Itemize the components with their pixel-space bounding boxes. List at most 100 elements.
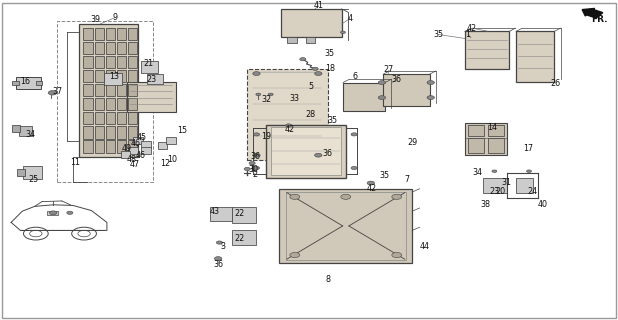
Text: 29: 29 <box>408 138 418 147</box>
Bar <box>158 142 167 149</box>
Bar <box>95 28 104 40</box>
Circle shape <box>244 167 250 171</box>
Text: 14: 14 <box>487 123 497 132</box>
Text: 39: 39 <box>91 15 101 24</box>
Text: 46: 46 <box>136 151 146 160</box>
Circle shape <box>290 252 300 258</box>
Bar <box>83 42 93 54</box>
Bar <box>488 138 504 153</box>
Circle shape <box>427 81 434 84</box>
Text: 35: 35 <box>379 171 389 180</box>
Text: 9: 9 <box>112 13 117 22</box>
Bar <box>465 31 509 69</box>
Circle shape <box>427 96 434 100</box>
Bar <box>12 125 20 132</box>
Text: 28: 28 <box>306 110 316 119</box>
Text: FR.: FR. <box>591 15 608 24</box>
Text: 19: 19 <box>261 132 271 141</box>
Circle shape <box>216 241 222 244</box>
Circle shape <box>249 162 255 165</box>
Text: 17: 17 <box>523 144 533 153</box>
Circle shape <box>312 67 318 70</box>
Bar <box>106 126 115 139</box>
Text: 45: 45 <box>137 133 146 142</box>
FancyArrow shape <box>582 8 603 18</box>
Bar <box>166 137 176 144</box>
Circle shape <box>256 93 261 96</box>
Bar <box>247 69 328 160</box>
Bar <box>83 56 93 68</box>
Text: 7: 7 <box>404 175 409 184</box>
Circle shape <box>392 252 402 258</box>
Circle shape <box>351 133 357 136</box>
Circle shape <box>341 31 345 34</box>
Circle shape <box>67 211 73 214</box>
Bar <box>83 98 93 110</box>
Text: 21: 21 <box>143 60 153 68</box>
Bar <box>271 127 341 175</box>
Bar <box>383 74 430 106</box>
Bar <box>95 56 104 68</box>
Bar <box>129 147 138 154</box>
Text: 18: 18 <box>326 64 336 73</box>
Text: 27: 27 <box>383 65 393 74</box>
Circle shape <box>214 257 222 260</box>
Circle shape <box>351 166 357 170</box>
Circle shape <box>253 166 260 170</box>
Text: 41: 41 <box>313 1 323 10</box>
Bar <box>121 151 130 158</box>
Circle shape <box>378 81 386 84</box>
Bar <box>47 211 58 215</box>
Bar <box>128 70 137 82</box>
Bar <box>57 21 153 182</box>
Bar <box>117 42 126 54</box>
Bar <box>210 207 232 221</box>
Text: 8: 8 <box>325 276 330 284</box>
Bar <box>95 112 104 124</box>
Bar <box>117 84 126 96</box>
Bar <box>117 112 126 124</box>
Circle shape <box>290 194 300 199</box>
Bar <box>17 169 25 176</box>
Text: 36: 36 <box>391 75 401 84</box>
Bar <box>516 178 533 193</box>
Circle shape <box>378 96 386 100</box>
Bar <box>83 84 93 96</box>
Circle shape <box>253 153 260 157</box>
Circle shape <box>286 124 292 127</box>
Bar <box>128 28 137 40</box>
Bar <box>279 189 412 263</box>
Bar <box>95 126 104 139</box>
Circle shape <box>492 170 497 172</box>
Bar <box>117 126 126 139</box>
Bar <box>141 141 151 148</box>
Text: 42: 42 <box>284 125 294 134</box>
Bar <box>147 74 163 84</box>
Bar <box>106 28 115 40</box>
Text: 23: 23 <box>146 76 156 84</box>
Bar <box>106 56 115 68</box>
Bar <box>36 81 42 85</box>
Bar <box>465 123 507 155</box>
Text: 4: 4 <box>347 14 352 23</box>
Text: 20: 20 <box>496 188 506 196</box>
Text: 3: 3 <box>220 242 225 251</box>
Text: 15: 15 <box>177 126 187 135</box>
Text: 35: 35 <box>434 30 444 39</box>
Bar <box>133 137 143 144</box>
Bar <box>19 126 32 136</box>
Text: 42: 42 <box>467 24 477 33</box>
Circle shape <box>48 91 57 95</box>
Text: 40: 40 <box>538 200 548 209</box>
Text: 33: 33 <box>289 94 299 103</box>
Bar <box>79 24 138 157</box>
Bar <box>106 112 115 124</box>
Text: 12: 12 <box>161 159 171 168</box>
Circle shape <box>253 133 260 136</box>
Text: 13: 13 <box>109 72 119 81</box>
Bar <box>343 83 385 111</box>
Bar <box>128 140 137 153</box>
Circle shape <box>49 211 57 215</box>
Text: 26: 26 <box>550 79 560 88</box>
Bar <box>95 98 104 110</box>
